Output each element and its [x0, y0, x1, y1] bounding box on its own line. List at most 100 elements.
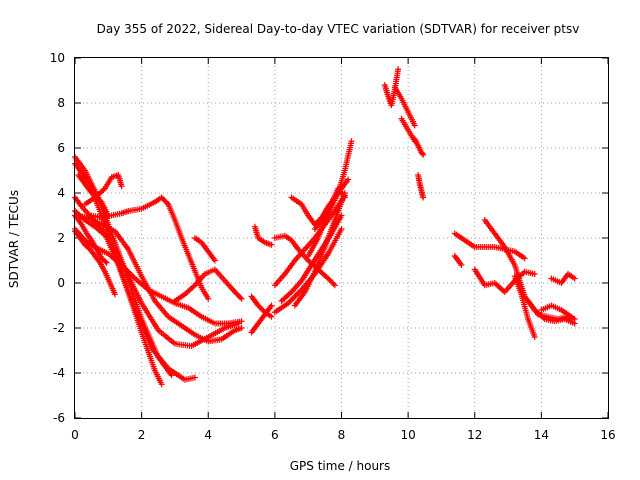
data-point [231, 289, 238, 295]
y-tick-label: -4 [53, 366, 65, 380]
data-point [102, 258, 109, 265]
data-point [211, 257, 218, 264]
data-point [419, 150, 426, 157]
data-point [268, 313, 275, 320]
data-point [326, 276, 333, 283]
data-point [531, 271, 538, 277]
series-arc-10 [81, 172, 125, 208]
series-arc-11 [75, 172, 112, 219]
y-tick-label: -2 [53, 321, 65, 335]
data-points [72, 66, 578, 388]
series-arc-13 [191, 235, 218, 264]
series-arc-2 [72, 160, 165, 388]
y-tick-label: -6 [53, 411, 65, 425]
x-tick-label: 12 [467, 428, 482, 442]
y-axis-label: SDTVAR / TECUs [7, 190, 21, 288]
data-point [118, 183, 125, 190]
series-arc-32 [471, 266, 538, 295]
x-tick-label: 2 [138, 428, 146, 442]
series-arc-36 [538, 302, 575, 320]
data-point [105, 212, 112, 219]
grid-lines [75, 58, 608, 418]
x-tick-label: 14 [534, 428, 549, 442]
data-point [411, 122, 418, 129]
data-point [420, 151, 427, 158]
series-arc-34 [511, 273, 538, 340]
x-tick-label: 4 [204, 428, 212, 442]
data-point [348, 138, 355, 145]
data-point [238, 318, 245, 325]
x-tick-label: 0 [71, 428, 79, 442]
series-arc-20 [271, 232, 338, 289]
data-point [191, 374, 198, 381]
series-arc-16 [251, 223, 275, 248]
data-point [268, 302, 275, 309]
data-point [345, 176, 352, 183]
data-point [325, 275, 332, 282]
x-tick-label: 10 [400, 428, 415, 442]
data-point [163, 199, 170, 206]
series-arc-29 [415, 172, 427, 201]
x-tick-label: 16 [600, 428, 615, 442]
data-point [568, 313, 575, 320]
x-axis-label: GPS time / hours [290, 459, 391, 473]
x-tick-label: 8 [338, 428, 346, 442]
data-point [237, 294, 244, 301]
data-point [531, 334, 538, 340]
data-point [238, 295, 245, 302]
plot-frame [74, 57, 609, 419]
data-point [571, 275, 578, 282]
chart-title: Day 355 of 2022, Sidereal Day-to-day VTE… [97, 22, 580, 36]
data-point [158, 381, 165, 388]
data-point [338, 212, 345, 219]
data-point [341, 194, 348, 201]
data-point [238, 325, 245, 331]
data-point [268, 241, 275, 248]
series-arc-5 [72, 212, 245, 345]
series-arc-30 [451, 253, 465, 268]
data-point [420, 194, 427, 201]
data-point [327, 278, 334, 285]
data-point [233, 290, 240, 297]
data-point [338, 226, 345, 232]
data-point [458, 262, 465, 268]
series-arc-31 [451, 230, 528, 262]
x-tick-labels: 0 2 4 6 8 10 12 14 16 [71, 428, 615, 442]
y-tick-label: 8 [57, 96, 65, 110]
series-arc-28 [411, 136, 427, 158]
data-point [331, 282, 338, 289]
y-tick-label: 2 [57, 231, 65, 245]
data-point [234, 291, 241, 298]
data-point [111, 291, 118, 298]
data-point [158, 194, 165, 201]
data-point [521, 255, 528, 262]
data-point [330, 280, 337, 287]
series-arc-15 [248, 302, 275, 336]
x-tick-label: 6 [271, 428, 279, 442]
data-point [205, 295, 212, 302]
series-arc-37 [548, 271, 578, 286]
y-tick-labels: -6 -4 -2 0 2 4 6 8 10 [50, 51, 65, 425]
y-tick-label: 0 [57, 276, 65, 290]
data-point [395, 66, 402, 73]
data-point [329, 279, 336, 286]
y-tick-label: 4 [57, 186, 65, 200]
y-tick-label: 6 [57, 141, 65, 155]
data-point [161, 197, 168, 204]
series-arc-24 [311, 138, 355, 232]
series-arc-25 [381, 66, 402, 109]
data-point [235, 293, 242, 300]
series-arc-12 [171, 266, 245, 304]
series-arc-8 [72, 212, 110, 266]
data-point [256, 303, 263, 310]
data-point [159, 195, 166, 202]
data-point [259, 306, 266, 313]
data-point [162, 198, 169, 205]
y-tick-label: 10 [50, 51, 65, 65]
series-arc-9 [88, 194, 212, 302]
data-point [255, 302, 262, 309]
series-arc-26 [391, 84, 418, 129]
data-point [257, 305, 264, 312]
data-point [103, 259, 110, 266]
